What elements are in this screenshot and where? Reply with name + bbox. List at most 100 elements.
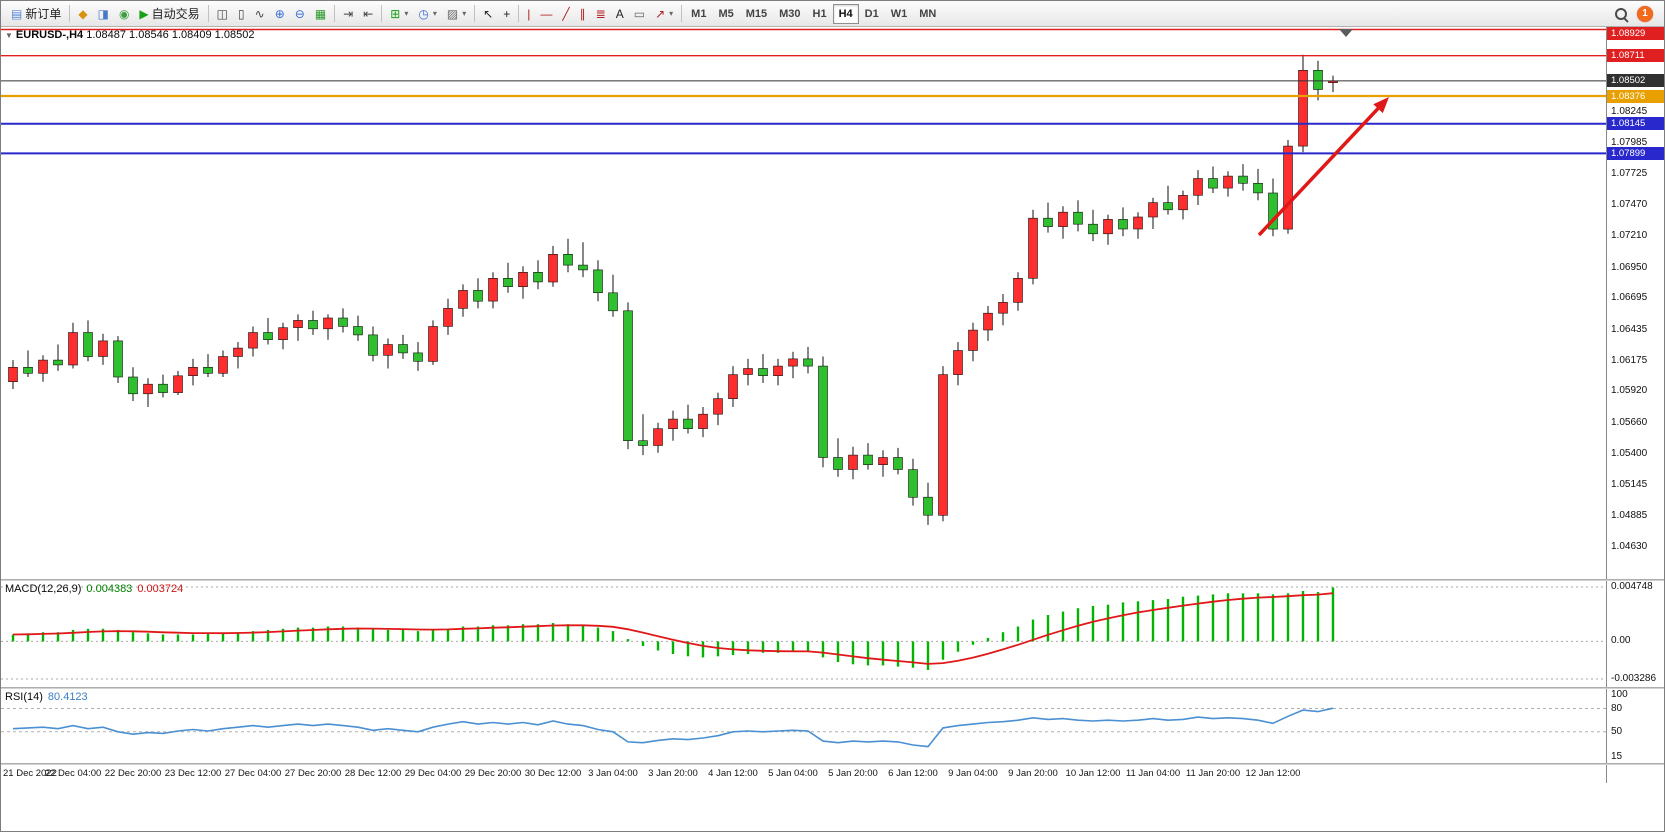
caret-down-icon: ▾ [432, 9, 437, 18]
tf-h4-button-label: H4 [838, 7, 853, 20]
toolbar-separator [69, 5, 71, 22]
navigator-button[interactable]: ◉ [114, 3, 134, 25]
arrows-button[interactable]: ↗ ▾ [650, 3, 678, 25]
rsi-header: RSI(14) 80.4123 [5, 691, 88, 703]
label-button[interactable]: ▭ [629, 3, 650, 25]
toolbar-separator [474, 5, 476, 22]
vertical-line-button[interactable]: | [522, 3, 535, 25]
price-tick: 1.07470 [1611, 199, 1648, 210]
symbol-dropdown-icon: ▼ [5, 31, 13, 40]
panel-separator[interactable] [1, 579, 1664, 581]
price-tick: 1.05920 [1611, 385, 1648, 397]
rsi-axis[interactable]: 100 80 50 15 [1606, 689, 1664, 763]
data-window-button[interactable]: ◨ [93, 3, 114, 25]
caret-down-icon: ▾ [404, 9, 409, 18]
macd-axis[interactable]: 0.004748 0.00 -0.003286 [1606, 581, 1664, 687]
toolbar-separator [207, 5, 209, 22]
tf-m15-button[interactable]: M15 [740, 4, 773, 24]
panel-separator[interactable] [1, 687, 1664, 689]
fibonacci-button[interactable]: ≣ [591, 3, 611, 25]
navigator-icon: ◉ [118, 6, 130, 21]
bar-chart-icon: ◫ [216, 6, 229, 21]
horizontal-line-button[interactable]: — [535, 3, 557, 25]
rsi-tick: 80 [1611, 702, 1623, 714]
templates-button[interactable]: ▨ ▾ [442, 3, 471, 25]
new-order-button-label: 新订单 [25, 7, 62, 21]
tf-m1-button-label: M1 [691, 7, 707, 20]
candlestick-chart[interactable] [1, 27, 1606, 579]
new-order-icon: ▤ [11, 6, 23, 21]
text-button[interactable]: A [611, 3, 629, 25]
time-label: 3 Jan 20:00 [648, 768, 698, 779]
search-icon[interactable] [1615, 7, 1627, 20]
time-label: 27 Dec 20:00 [284, 768, 342, 779]
macd-signal-value: 0.003724 [137, 583, 184, 595]
zoom-out-button[interactable]: ⊖ [290, 3, 310, 25]
macd-chart[interactable] [1, 581, 1606, 687]
time-label: 22 Dec 20:00 [104, 768, 162, 779]
caret-down-icon: ▾ [669, 9, 674, 18]
bar-chart-button[interactable]: ◫ [212, 3, 233, 25]
candlestick-chart-button[interactable]: ▯ [233, 3, 250, 25]
tf-m30-button[interactable]: M30 [773, 4, 806, 24]
tf-m5-button[interactable]: M5 [712, 4, 739, 24]
market-watch-button[interactable]: ◆ [73, 3, 92, 25]
channel-button[interactable]: ∥ [575, 3, 591, 25]
price-badge: 1.08502 [1607, 74, 1664, 88]
rsi-tick: 100 [1611, 689, 1628, 700]
chart-shift-icon: ⇤ [363, 6, 374, 21]
time-label: 9 Jan 20:00 [1008, 768, 1058, 779]
tf-h4-button[interactable]: H4 [832, 3, 859, 24]
chart-shift-marker [1339, 29, 1353, 37]
toolbar-separator [381, 5, 383, 22]
price-tick: 1.07210 [1611, 230, 1648, 242]
chart-shift-button[interactable]: ⇤ [358, 3, 378, 25]
time-label: 11 Jan 20:00 [1185, 768, 1241, 779]
price-badge: 1.08376 [1607, 89, 1664, 103]
notification-badge[interactable]: 1 [1637, 5, 1653, 22]
auto-trading-button[interactable]: ▶ 自动交易 [134, 3, 204, 25]
cursor-icon: ↖ [483, 6, 494, 21]
zoom-out-icon: ⊖ [294, 6, 305, 21]
time-label: 5 Jan 20:00 [828, 768, 878, 779]
tf-w1-button[interactable]: W1 [885, 4, 914, 24]
time-labels: 21 Dec 2022 22 Dec 04:00 22 Dec 20:00 23 De… [1, 765, 1606, 783]
toolbar-right: 1 [1615, 5, 1659, 22]
price-axis[interactable]: 1.08245 1.07985 1.07725 1.07470 1.07210 1.069… [1606, 27, 1664, 579]
new-order-button[interactable]: ▤ 新订单 [6, 3, 66, 25]
toolbar: ▤ 新订单 ◆ ◨ ◉ ▶ 自动交易 ◫ ▯ ∿ ⊕ ⊖ ▦ ⇥ ⇤ ⊞ ▾ ◷ ▾ ▨ ▾ ↖ + | — ╱ ∥ ≣ A ▭ ↗ ▾ M1 M… [1, 1, 1664, 27]
indicators-button[interactable]: ⊞ ▾ [385, 3, 413, 25]
tile-windows-button[interactable]: ▦ [310, 3, 331, 25]
macd-panel: MACD(12,26,9) 0.004383 0.003724 0.004748 0.… [1, 581, 1664, 687]
periods-button[interactable]: ◷ ▾ [413, 3, 442, 25]
auto-scroll-button[interactable]: ⇥ [338, 3, 358, 25]
market-watch-icon: ◆ [78, 6, 88, 21]
crosshair-button[interactable]: + [498, 3, 515, 25]
vertical-line-icon: | [527, 6, 531, 21]
time-label: 28 Dec 12:00 [344, 768, 402, 779]
tf-m1-button[interactable]: M1 [685, 4, 712, 24]
trendline-button[interactable]: ╱ [557, 3, 574, 25]
tf-d1-button[interactable]: D1 [859, 4, 885, 24]
tf-mn-button[interactable]: MN [913, 4, 942, 24]
ohlc-values: 1.08487 1.08546 1.08409 1.08502 [86, 29, 255, 41]
cursor-button[interactable]: ↖ [478, 3, 498, 25]
price-tick: 1.05400 [1611, 447, 1648, 459]
time-label: 6 Jan 12:00 [888, 768, 938, 779]
macd-tick: 0.00 [1611, 635, 1631, 647]
clock-icon: ◷ [418, 6, 429, 21]
tf-h1-button[interactable]: H1 [807, 4, 833, 24]
tf-m15-button-label: M15 [745, 7, 768, 20]
price-tick: 1.06175 [1611, 354, 1648, 366]
zoom-in-button[interactable]: ⊕ [270, 3, 290, 25]
chart-area: ▼ EURUSD-,H4 1.08487 1.08546 1.08409 1.08… [1, 27, 1664, 831]
time-label: 29 Dec 04:00 [404, 768, 462, 779]
fibonacci-icon: ≣ [595, 6, 606, 21]
macd-title: MACD(12,26,9) [5, 583, 82, 595]
axis-corner [1606, 765, 1664, 783]
time-axis[interactable]: 21 Dec 2022 22 Dec 04:00 22 Dec 20:00 23 De… [1, 765, 1664, 783]
rsi-chart[interactable] [1, 689, 1606, 763]
line-chart-button[interactable]: ∿ [250, 3, 270, 25]
panel-separator[interactable] [1, 763, 1664, 765]
